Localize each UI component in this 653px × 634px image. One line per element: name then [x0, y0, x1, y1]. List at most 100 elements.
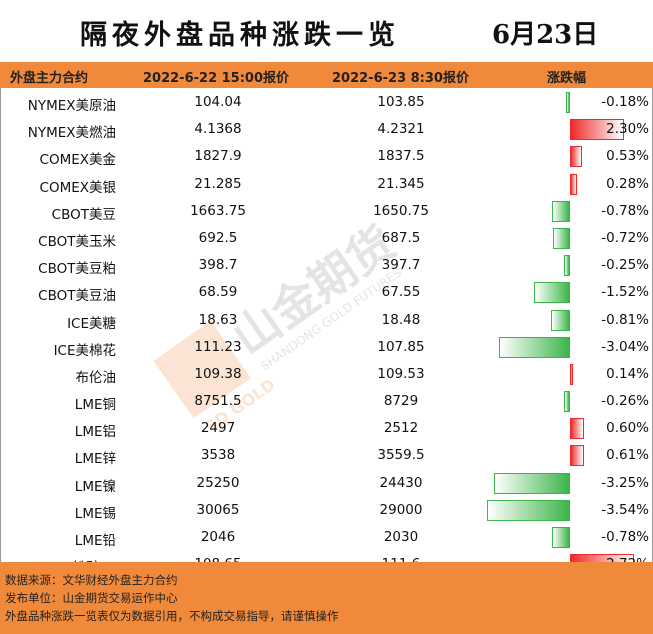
footer-notes: 数据来源：文华财经外盘主力合约 发布单位：山金期货交易运作中心 外盘品种涨跌一览… — [0, 562, 653, 634]
price-prev-value: 104.04 — [194, 94, 242, 110]
contract-name: ICE美棉花 — [53, 342, 116, 359]
price-prev-value: 3538 — [200, 447, 236, 464]
change-percent: 0.28% — [606, 175, 649, 192]
change-percent: -1.52% — [601, 284, 649, 301]
change-percent: -3.25% — [601, 474, 649, 491]
price-curr-value: 67.55 — [381, 284, 421, 301]
change-percent: -0.78% — [601, 202, 649, 219]
price-prev-value: 398.7 — [198, 257, 238, 274]
change-percent: 0.53% — [606, 148, 649, 165]
price-curr-value: 1837.5 — [377, 148, 425, 165]
table-row: NYMEX美燃油 4.1368 4.2321 2.30% — [0, 116, 653, 143]
contract-name: COMEX美金 — [39, 152, 116, 169]
price-table-body: NYMEX美原油 104.04 103.85 -0.18% NYMEX美燃油 4.1368… — [0, 89, 653, 578]
price-prev-value: 2497 — [200, 420, 236, 437]
contract-name: COMEX美银 — [39, 179, 116, 196]
table-row: LME铝 2497 2512 0.60% — [0, 415, 653, 442]
change-bar — [570, 173, 577, 195]
change-bar — [493, 472, 570, 494]
price-curr-value: 109.53 — [377, 365, 425, 382]
change-bar — [563, 391, 570, 413]
change-percent: 0.61% — [606, 447, 649, 464]
price-prev-value: 30065 — [196, 501, 240, 518]
table-row: CBOT美豆粕 398.7 397.7 -0.25% — [0, 252, 653, 279]
price-curr-value: 3559.5 — [377, 447, 425, 464]
change-bar — [550, 309, 570, 331]
header-name: 外盘主力合约 — [10, 71, 89, 86]
table-row: LME铜 8751.5 8729 -0.26% — [0, 388, 653, 415]
price-prev-value: 2046 — [200, 529, 236, 545]
table-row: COMEX美银 21.285 21.345 0.28% — [0, 171, 653, 198]
header-price1: 2022-6-22 15:00报价 — [143, 71, 290, 86]
price-prev-value: 25250 — [196, 474, 240, 491]
change-bar — [551, 200, 570, 222]
footer-disclaimer: 外盘品种涨跌一览表仅为数据引用，不构成交易指导，请谨慎操作 — [5, 609, 339, 623]
price-prev-value: 1827.9 — [194, 148, 242, 165]
table-row: ICE美糖 18.63 18.48 -0.81% — [0, 307, 653, 334]
title-bar: 隔夜外盘品种涨跌一览 6月23日 — [0, 0, 653, 62]
change-bar — [486, 499, 570, 521]
change-bar — [570, 146, 583, 168]
change-percent: -3.54% — [601, 501, 649, 518]
price-prev-value: 8751.5 — [194, 393, 242, 410]
contract-name: LME锡 — [74, 505, 116, 522]
price-curr-value: 2512 — [383, 420, 419, 437]
price-prev-value: 21.285 — [194, 175, 242, 192]
change-bar — [565, 92, 570, 113]
change-bar — [570, 363, 574, 385]
price-prev-value: 18.63 — [198, 311, 238, 328]
page-title: 隔夜外盘品种涨跌一览 — [80, 20, 400, 51]
header-change: 涨跌幅 — [547, 71, 587, 86]
change-bar — [564, 255, 570, 277]
price-curr-value: 107.85 — [377, 338, 425, 355]
contract-name: LME锌 — [74, 451, 116, 468]
change-bar — [553, 227, 570, 249]
contract-name: CBOT美豆油 — [38, 288, 116, 305]
table-row: COMEX美金 1827.9 1837.5 0.53% — [0, 143, 653, 170]
table-row: CBOT美豆 1663.75 1650.75 -0.78% — [0, 198, 653, 225]
table-row: 布伦油 109.38 109.53 0.14% — [0, 361, 653, 388]
table-header: 外盘主力合约 2022-6-22 15:00报价 2022-6-23 8:30报… — [0, 62, 653, 88]
contract-name: NYMEX美原油 — [27, 98, 116, 114]
price-prev-value: 1663.75 — [190, 202, 246, 219]
price-prev-value: 68.59 — [198, 284, 238, 301]
change-bar — [551, 527, 570, 548]
price-prev-value: 692.5 — [198, 229, 238, 246]
price-curr-value: 8729 — [383, 393, 419, 410]
contract-name: ICE美糖 — [67, 315, 116, 332]
header-price2: 2022-6-23 8:30报价 — [332, 71, 469, 86]
change-percent: 0.60% — [606, 420, 649, 437]
price-curr-value: 687.5 — [381, 229, 421, 246]
price-curr-value: 103.85 — [377, 94, 425, 110]
change-bar — [570, 418, 585, 440]
table-row: LME铅 2046 2030 -0.78% — [0, 524, 653, 551]
price-prev-value: 111.23 — [194, 338, 242, 355]
table-row: CBOT美玉米 692.5 687.5 -0.72% — [0, 225, 653, 252]
change-percent: -0.78% — [601, 529, 649, 545]
contract-name: LME铅 — [74, 533, 116, 549]
footer-publisher: 发布单位：山金期货交易运作中心 — [5, 591, 178, 605]
change-bar — [534, 282, 570, 304]
price-curr-value: 4.2321 — [377, 121, 425, 138]
change-bar — [498, 336, 570, 358]
contract-name: NYMEX美燃油 — [27, 125, 116, 142]
price-curr-value: 2030 — [383, 529, 419, 545]
contract-name: CBOT美玉米 — [38, 233, 116, 250]
price-curr-value: 24430 — [379, 474, 423, 491]
change-percent: -0.72% — [601, 229, 649, 246]
contract-name: 布伦油 — [75, 369, 117, 386]
change-percent: -0.25% — [601, 257, 649, 274]
price-curr-value: 21.345 — [377, 175, 425, 192]
contract-name: LME镍 — [74, 478, 116, 495]
table-row: LME锡 30065 29000 -3.54% — [0, 497, 653, 524]
table-row: CBOT美豆油 68.59 67.55 -1.52% — [0, 279, 653, 306]
price-curr-value: 397.7 — [381, 257, 421, 274]
change-bar — [570, 119, 625, 141]
table-row: LME锌 3538 3559.5 0.61% — [0, 442, 653, 469]
contract-name: LME铝 — [74, 424, 116, 441]
change-percent: -0.26% — [601, 393, 649, 410]
price-prev-value: 109.38 — [194, 365, 242, 382]
price-curr-value: 18.48 — [381, 311, 421, 328]
report-date: 6月23日 — [492, 20, 599, 50]
contract-name: LME铜 — [74, 397, 116, 414]
